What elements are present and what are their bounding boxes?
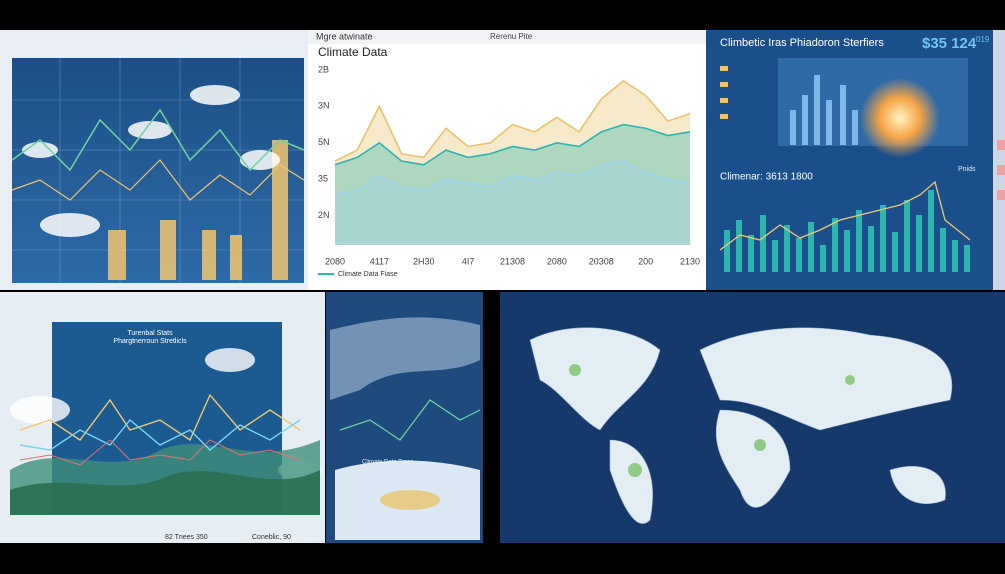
chart-title: Climate Data [318, 45, 388, 59]
y-tick-label: 2N [318, 210, 330, 220]
line [334, 160, 691, 195]
footer-right: Coneblic, 90 [252, 534, 291, 541]
top-left-panel [0, 30, 308, 290]
big-figure: $35 124 [922, 35, 977, 52]
x-tick-label: 4I7 [462, 256, 475, 266]
x-tick-label: 4117 [370, 256, 389, 266]
bottom-left-panel [0, 292, 325, 543]
panel-subtitle: Phargtnerroun Stretlicls [113, 338, 187, 345]
footer-left: 82 Tnees 350 [165, 534, 208, 541]
x-tick-label: 2080 [547, 256, 567, 266]
line [334, 123, 691, 166]
header-center: Rerenu Pite [490, 32, 533, 41]
area [335, 124, 690, 245]
x-tick-label: 2080 [325, 256, 345, 266]
world-map-panel [500, 292, 1005, 543]
x-tick-label: 20308 [589, 256, 614, 266]
x-tick-label: 21308 [500, 256, 525, 266]
panel-title: Turenbal Stats [127, 330, 173, 337]
y-tick-label: 5N [318, 137, 330, 147]
line [334, 79, 691, 162]
panel-subtitle: Climenar: 3613 1800 [720, 172, 813, 183]
y-tick-label: 3N [318, 101, 330, 111]
y-tick-label: 35 [318, 174, 328, 184]
panel-title: Climbetic Iras Phiadoron Sterfiers [720, 37, 884, 49]
header-left: Mgre atwinate [316, 31, 373, 41]
area [335, 80, 690, 245]
x-tick-label: 2130 [680, 256, 700, 266]
bottom-middle-panel [326, 292, 483, 543]
x-tick-label: 2H30 [413, 256, 435, 266]
figure-suffix: 019 [976, 35, 990, 44]
area [335, 161, 690, 245]
map-caption: Climate Data Trees [362, 460, 413, 466]
legend-label: Climate Data Fiase [338, 271, 398, 278]
x-tick-label: 200 [638, 256, 653, 266]
center-panel [308, 30, 706, 290]
panel-tag: Pnids [958, 166, 976, 173]
y-tick-label: 2B [318, 64, 329, 74]
top-right-panel [706, 30, 1005, 290]
